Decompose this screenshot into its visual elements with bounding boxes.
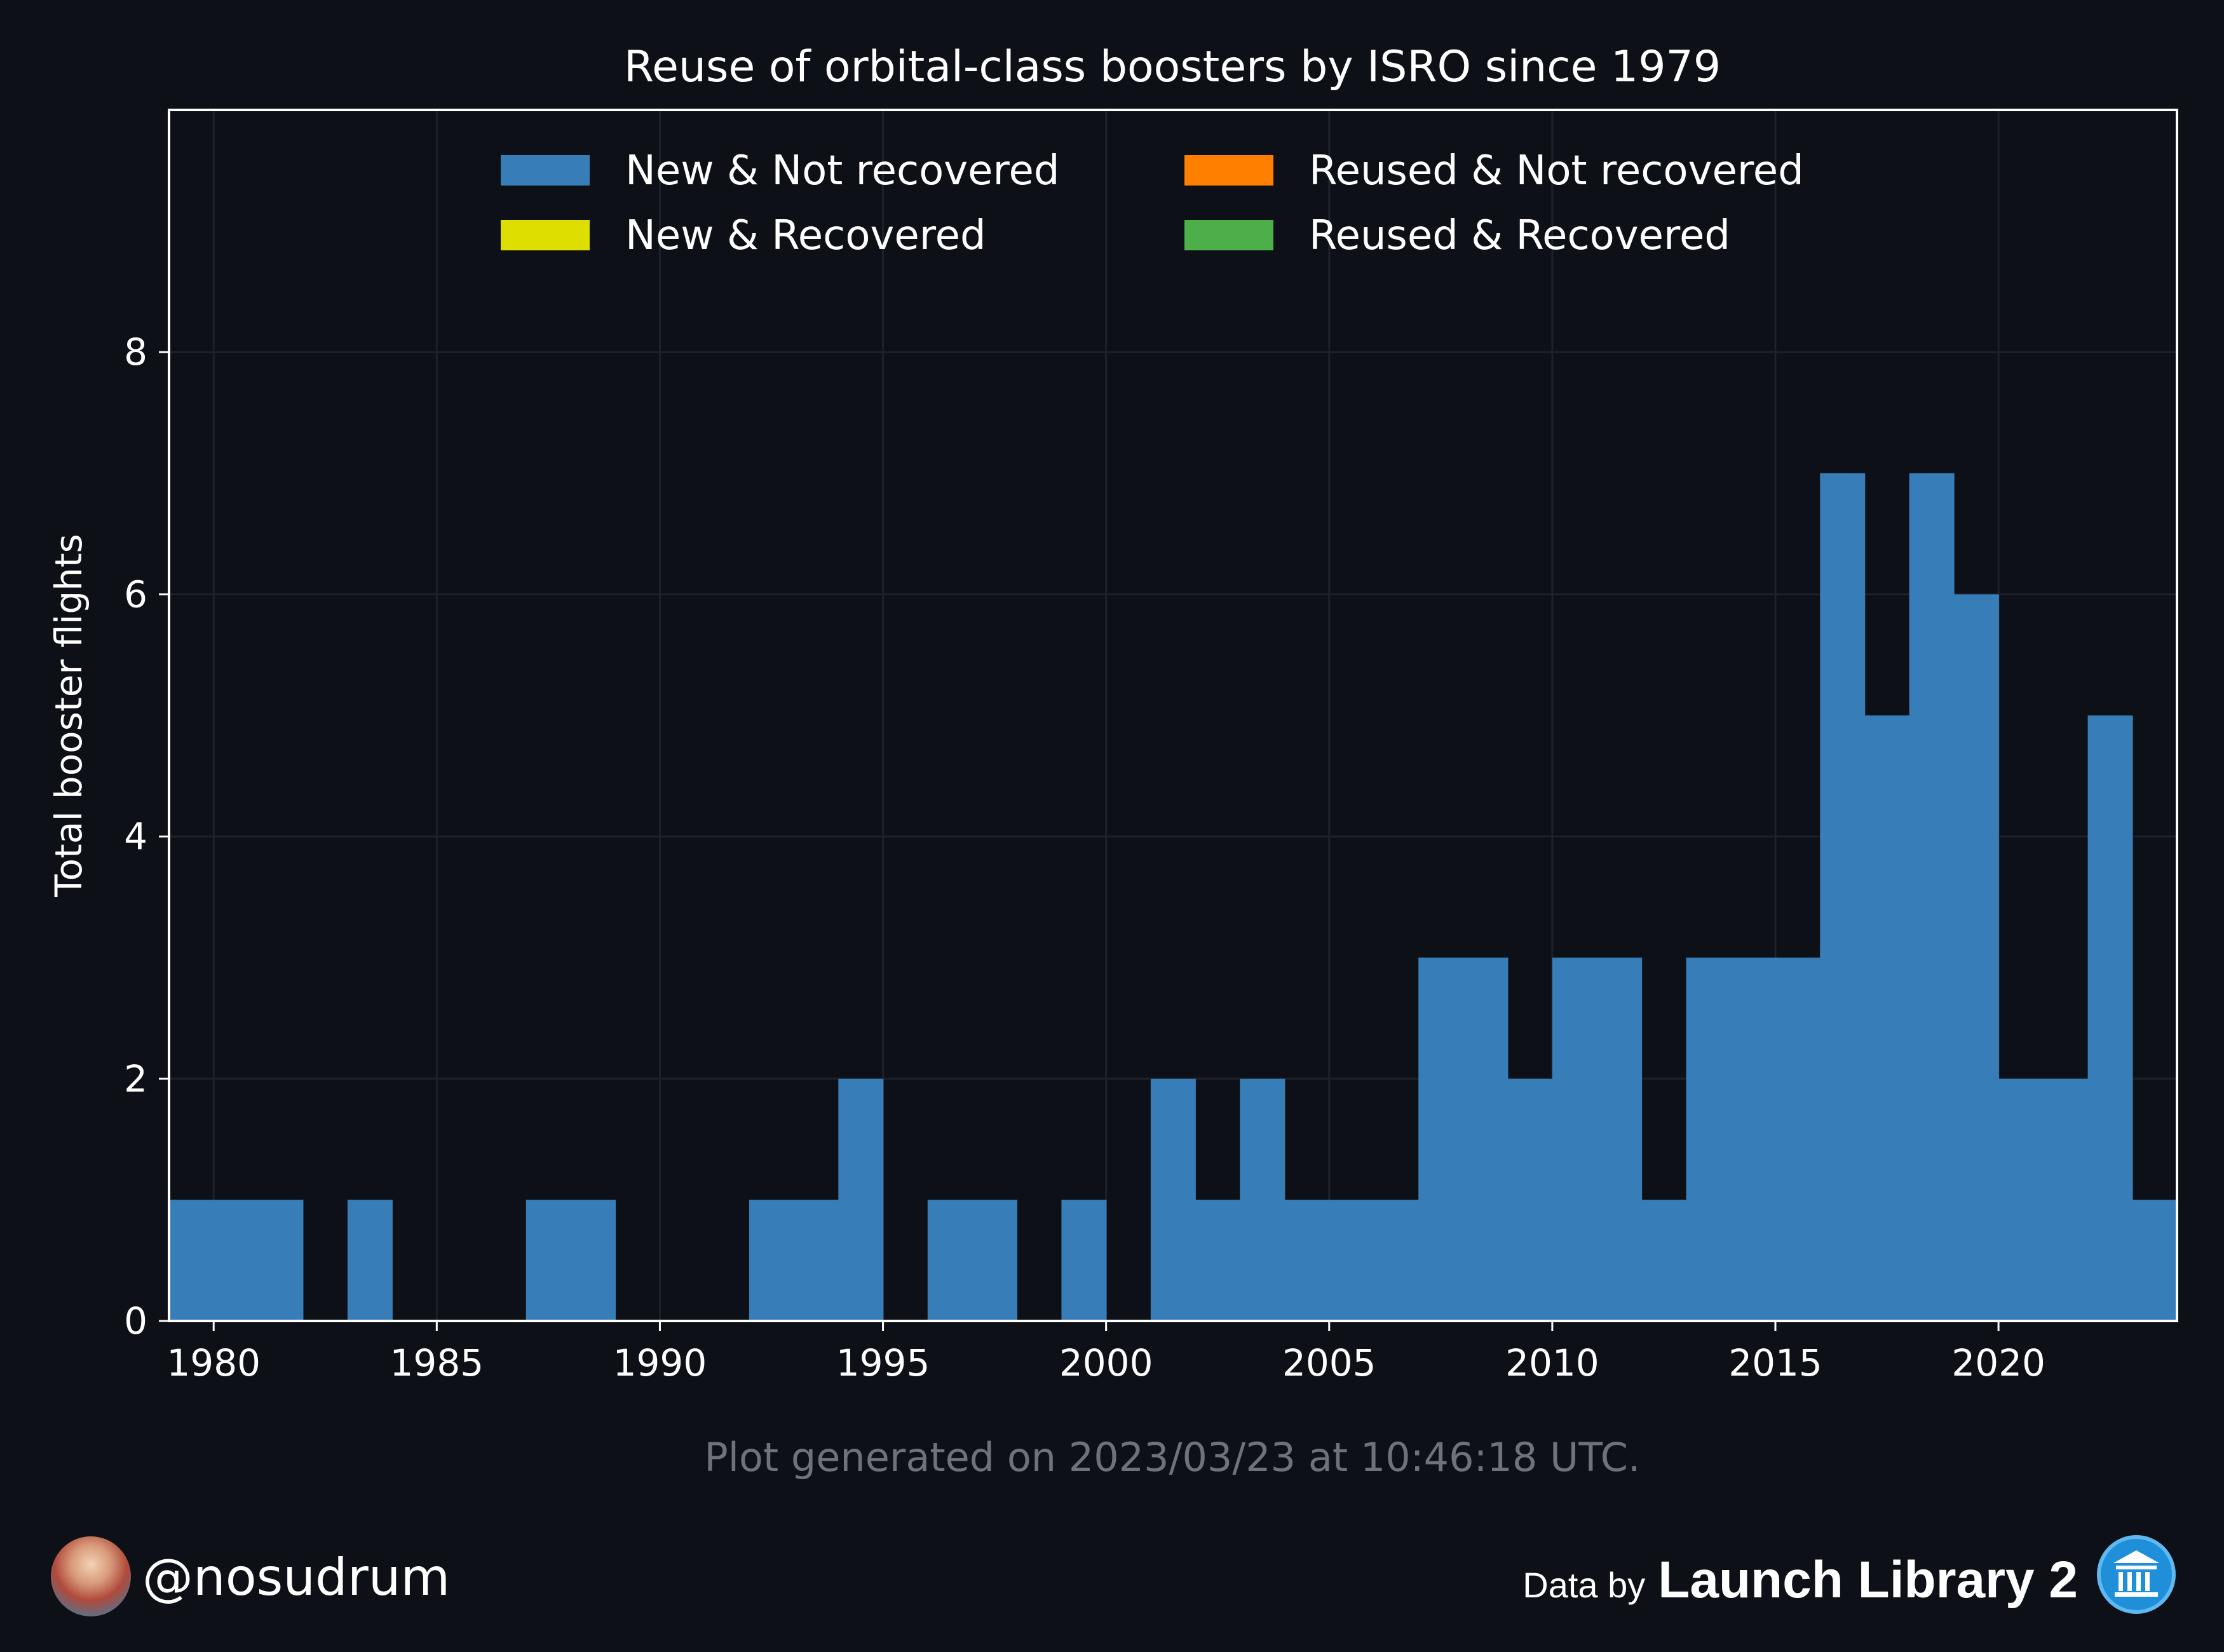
bar bbox=[1061, 1200, 1107, 1321]
bar bbox=[1953, 594, 1999, 1321]
bar bbox=[1552, 958, 1597, 1321]
generated-note: Plot generated on 2023/03/23 at 10:46:18… bbox=[704, 1434, 1640, 1480]
legend-swatch bbox=[1184, 155, 1273, 186]
bar bbox=[794, 1200, 839, 1321]
bar bbox=[1909, 473, 1955, 1321]
legend-label: New & Not recovered bbox=[625, 147, 1059, 194]
avatar bbox=[51, 1536, 131, 1616]
bar bbox=[258, 1200, 304, 1321]
bar bbox=[2132, 1200, 2178, 1321]
bar bbox=[927, 1200, 973, 1321]
legend-swatch bbox=[501, 220, 590, 250]
bar bbox=[1418, 958, 1464, 1321]
x-tick-label: 1985 bbox=[390, 1341, 484, 1385]
bar bbox=[1284, 1200, 1330, 1321]
source-name: Launch Library 2 bbox=[1658, 1551, 2078, 1609]
author-handle: @nosudrum bbox=[142, 1548, 451, 1607]
bar bbox=[1641, 1200, 1687, 1321]
legend-swatch bbox=[1184, 220, 1273, 250]
y-axis: 0 2 4 6 8 bbox=[124, 330, 169, 1343]
y-tick-label: 2 bbox=[124, 1057, 147, 1100]
bar bbox=[1686, 958, 1732, 1321]
x-tick-label: 1990 bbox=[613, 1341, 707, 1385]
bar bbox=[1775, 958, 1821, 1321]
bar bbox=[972, 1200, 1018, 1321]
data-by-label: Data by bbox=[1522, 1565, 1646, 1605]
x-tick-label: 2020 bbox=[1951, 1341, 2045, 1385]
y-axis-label: Total booster flights bbox=[47, 534, 90, 898]
bar bbox=[1329, 1200, 1374, 1321]
chart-title: Reuse of orbital-class boosters by ISRO … bbox=[624, 42, 1721, 92]
bar bbox=[2087, 715, 2133, 1321]
y-tick-label: 4 bbox=[124, 815, 147, 858]
bar bbox=[1150, 1078, 1196, 1321]
bar bbox=[571, 1200, 616, 1321]
x-tick-label: 2000 bbox=[1059, 1341, 1153, 1385]
bar bbox=[1998, 1078, 2044, 1321]
bar bbox=[1195, 1200, 1241, 1321]
bar bbox=[2043, 1078, 2089, 1321]
bar bbox=[1374, 1200, 1420, 1321]
x-tick-label: 2015 bbox=[1728, 1341, 1822, 1385]
legend-label: New & Recovered bbox=[625, 212, 986, 259]
bar bbox=[214, 1200, 259, 1321]
y-tick-label: 8 bbox=[124, 330, 147, 374]
bar bbox=[525, 1200, 571, 1321]
x-tick-label: 1995 bbox=[836, 1341, 930, 1385]
x-axis: 1980 1985 1990 1995 2000 2005 2010 2015 2020 bbox=[166, 1321, 2045, 1385]
legend-label: Reused & Not recovered bbox=[1309, 147, 1804, 194]
x-tick-label: 2005 bbox=[1282, 1341, 1376, 1385]
bar bbox=[838, 1078, 884, 1321]
bar bbox=[749, 1200, 794, 1321]
legend-label: Reused & Recovered bbox=[1309, 212, 1730, 259]
legend: New & Not recovered New & Recovered Reused… bbox=[501, 147, 1804, 259]
x-tick-label: 2010 bbox=[1505, 1341, 1599, 1385]
x-tick-label: 1980 bbox=[166, 1341, 261, 1385]
bar bbox=[169, 1200, 215, 1321]
data-source: Data by Launch Library 2 bbox=[1522, 1550, 2078, 1610]
y-tick-label: 6 bbox=[124, 572, 147, 616]
library-icon bbox=[2097, 1535, 2176, 1614]
legend-swatch bbox=[501, 155, 590, 186]
bar bbox=[1864, 715, 1910, 1321]
bar bbox=[1507, 1078, 1553, 1321]
plot-frame bbox=[168, 109, 2178, 1322]
bars bbox=[169, 473, 2178, 1321]
bar bbox=[1463, 958, 1509, 1321]
bar bbox=[1597, 958, 1643, 1321]
bar bbox=[1730, 958, 1776, 1321]
bar bbox=[1240, 1078, 1285, 1321]
y-tick-label: 0 bbox=[124, 1299, 147, 1343]
bar bbox=[347, 1200, 393, 1321]
bar bbox=[1820, 473, 1866, 1321]
